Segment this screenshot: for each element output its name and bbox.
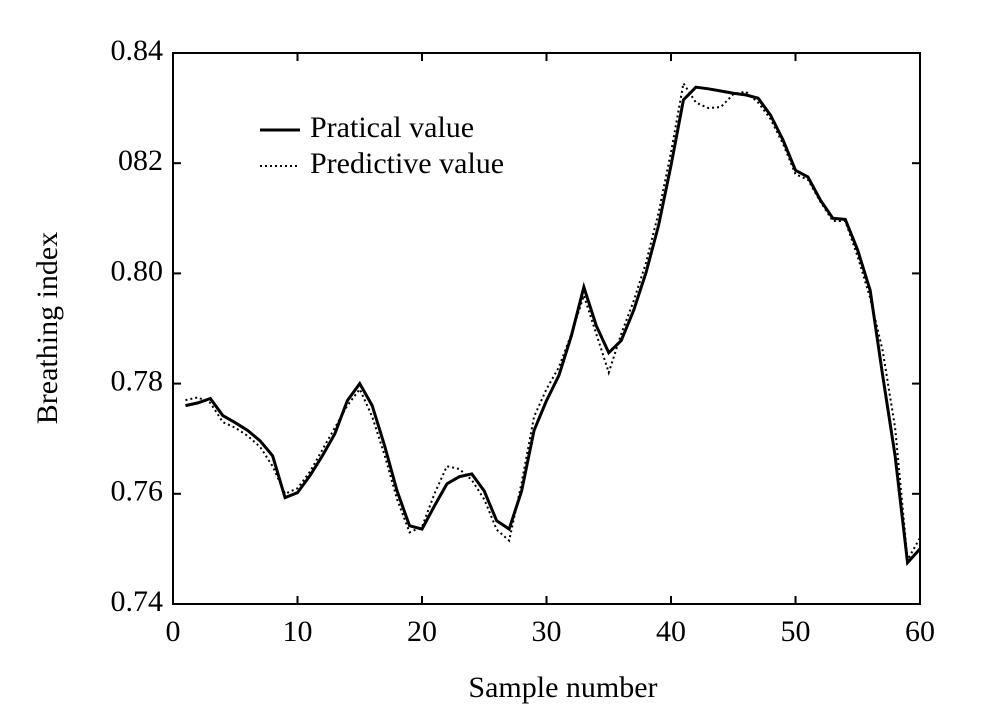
- x-axis-label: Sample number: [468, 671, 657, 704]
- legend-label: Predictive value: [310, 147, 504, 180]
- x-tick-label: 60: [905, 615, 935, 648]
- series-line: [185, 80, 921, 564]
- x-tick-label: 0: [166, 615, 181, 648]
- y-tick-label: 082: [118, 144, 163, 177]
- x-tick-label: 20: [407, 615, 437, 648]
- y-tick-label: 0.84: [111, 34, 164, 67]
- y-tick-label: 0.80: [111, 254, 164, 287]
- legend-label: Pratical value: [310, 111, 474, 144]
- y-tick-label: 0.74: [111, 585, 164, 618]
- y-tick-label: 0.78: [111, 364, 164, 397]
- x-tick-label: 10: [283, 615, 313, 648]
- series-line: [185, 85, 922, 567]
- x-tick-label: 40: [656, 615, 686, 648]
- x-tick-label: 50: [781, 615, 811, 648]
- y-tick-label: 0.76: [111, 475, 164, 508]
- plot-frame: [172, 52, 921, 605]
- y-axis-label: Breathing index: [31, 232, 64, 424]
- x-tick-label: 30: [532, 615, 562, 648]
